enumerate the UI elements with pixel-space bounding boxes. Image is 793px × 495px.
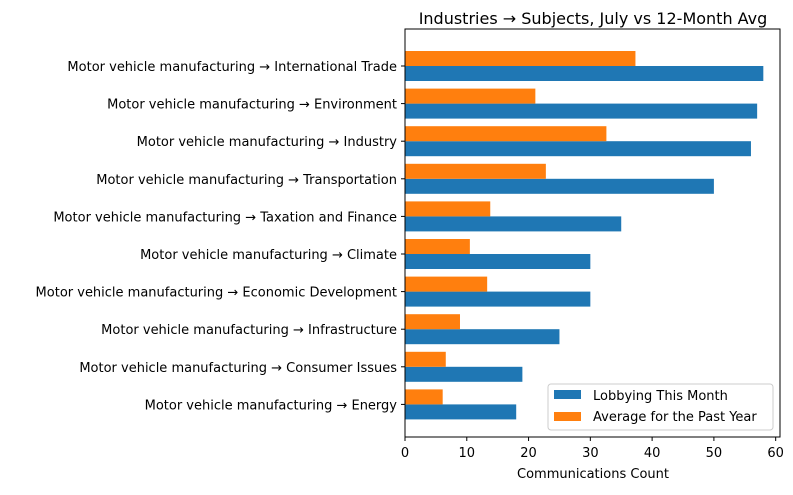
bar-past-year-average [405, 239, 470, 254]
bar-this-month [405, 66, 764, 81]
legend-label-this-month: Lobbying This Month [593, 389, 728, 404]
bar-this-month [405, 216, 622, 232]
x-tick-label: 40 [644, 446, 661, 461]
x-tick-label: 0 [401, 446, 409, 461]
y-tick-label: Motor vehicle manufacturing → Transporta… [96, 173, 397, 188]
bar-past-year-average [405, 201, 491, 217]
bar-this-month [405, 254, 591, 269]
y-tick-label: Motor vehicle manufacturing → Internatio… [67, 60, 397, 75]
y-tick-label: Motor vehicle manufacturing → Industry [137, 135, 398, 150]
bar-this-month [405, 366, 523, 382]
bar-past-year-average [405, 389, 443, 405]
y-tick-label: Motor vehicle manufacturing → Energy [145, 398, 398, 413]
bar-this-month [405, 329, 560, 345]
legend-label-past-year: Average for the Past Year [593, 410, 757, 425]
x-axis-label: Communications Count [517, 467, 669, 482]
bar-past-year-average [405, 163, 546, 179]
bar-past-year-average [405, 314, 460, 330]
y-tick-label: Motor vehicle manufacturing → Environmen… [107, 98, 397, 113]
x-tick-label: 60 [767, 446, 784, 461]
y-tick-label: Motor vehicle manufacturing → Infrastruc… [101, 323, 397, 338]
x-tick-label: 20 [520, 446, 537, 461]
bar-past-year-average [405, 51, 636, 66]
bar-this-month [405, 103, 758, 119]
x-tick-label: 50 [706, 446, 723, 461]
legend-swatch-past-year [554, 412, 581, 421]
legend-box [547, 383, 774, 431]
bar-past-year-average [405, 351, 446, 367]
y-tick-label: Motor vehicle manufacturing → Economic D… [36, 286, 397, 301]
x-tick-label: 30 [582, 446, 599, 461]
bar-past-year-average [405, 88, 536, 104]
y-tick-label: Motor vehicle manufacturing → Taxation a… [53, 210, 397, 225]
bar-this-month [405, 141, 751, 157]
axes-frame [404, 28, 781, 438]
legend-swatch-this-month [554, 390, 581, 399]
bar-past-year-average [405, 126, 607, 142]
y-tick-label: Motor vehicle manufacturing → Consumer I… [79, 361, 397, 376]
chart-title: Industries → Subjects, July vs 12-Month … [419, 9, 768, 28]
legend: Lobbying This Month Average for the Past… [547, 383, 774, 431]
y-tick-label: Motor vehicle manufacturing → Climate [140, 248, 397, 263]
bar-this-month [405, 178, 714, 194]
bar-this-month [405, 291, 591, 307]
bar-this-month [405, 404, 517, 420]
x-tick-label: 10 [459, 446, 476, 461]
bar-past-year-average [405, 276, 488, 292]
